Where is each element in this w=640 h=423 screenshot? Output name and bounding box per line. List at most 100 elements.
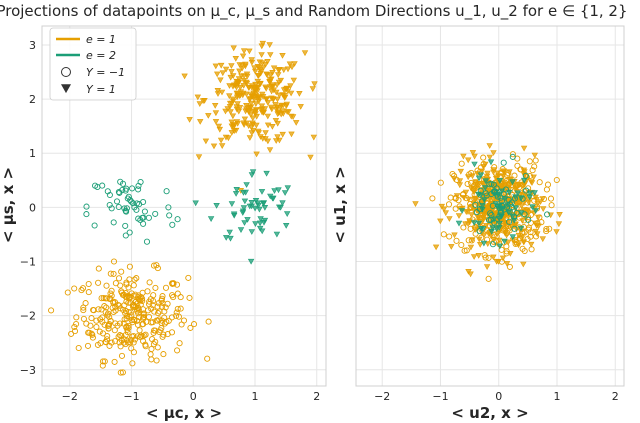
point-e1-circle [90,307,97,314]
point-e1-triangle [247,112,255,118]
point-e1-circle [87,322,94,329]
point-e1-triangle [534,214,542,221]
point-e1-triangle [253,122,260,129]
point-e1-circle [528,246,535,253]
point-e1-circle [107,270,114,277]
point-e1-triangle [242,61,249,68]
point-e1-triangle [432,244,440,251]
point-e1-triangle [481,212,488,219]
point-e1-circle [105,322,112,330]
point-e1-circle [155,310,162,317]
point-e2-triangle [481,185,489,192]
point-e1-circle [152,338,159,345]
point-e2-circle [123,208,130,215]
point-e1-triangle [539,236,547,243]
y-tick-label: −2 [20,310,36,323]
point-e1-triangle [279,131,286,138]
point-e1-circle [126,263,133,270]
y-tick-label: 0 [29,201,36,214]
point-e1-triangle [232,56,240,62]
point-e1-circle [144,288,151,295]
point-e1-circle [519,229,526,236]
point-e1-circle [480,154,487,161]
point-e2-triangle [495,216,503,222]
point-e1-circle [95,265,102,272]
point-e2-triangle [246,203,254,210]
point-e1-triangle [262,130,269,137]
point-e1-triangle [242,79,250,86]
point-e2-triangle [496,178,504,184]
point-e1-circle [121,302,128,309]
point-e1-circle [154,303,161,310]
point-e2-circle [127,197,134,204]
point-e1-triangle [520,167,528,174]
point-e1-triangle [217,62,225,69]
point-e1-triangle [181,73,188,80]
point-e1-circle [111,358,118,365]
point-e1-triangle [301,50,309,57]
point-e2-triangle [260,200,268,207]
point-e2-triangle [520,177,528,184]
point-e1-circle [133,306,141,313]
point-e2-triangle [509,213,516,220]
point-e1-triangle [309,86,317,93]
point-e1-circle [122,293,129,300]
point-e1-circle [548,202,555,209]
point-e1-triangle [247,100,255,107]
point-e2-triangle [263,170,270,177]
point-e1-circle [160,351,167,358]
point-e1-circle [150,292,157,299]
point-e1-circle [509,151,516,158]
point-e1-circle [162,304,169,311]
point-e2-circle [506,218,513,225]
x-tick-label: 1 [252,390,259,403]
point-e2-triangle [509,179,516,186]
point-e1-triangle [520,145,528,152]
point-e1-circle [126,276,133,283]
point-e1-triangle [210,143,218,150]
point-e1-circle [118,268,125,275]
point-e1-circle [85,280,92,288]
point-e1-triangle [229,113,237,120]
point-e1-circle [93,317,100,324]
point-e1-circle [73,320,80,328]
point-e2-triangle [501,196,509,202]
point-e1-circle [150,329,157,336]
point-e1-triangle [262,84,269,91]
point-e2-triangle [458,208,466,214]
point-e2-triangle [509,234,517,241]
point-e1-triangle [246,96,254,102]
point-e1-triangle [451,232,458,239]
point-e2-triangle [222,235,230,241]
point-e1-triangle [482,161,489,168]
point-e1-circle [151,308,158,315]
point-e2-circle [174,216,181,223]
point-e1-triangle [222,66,230,73]
right-y-axis-label: < u1, x > [331,166,349,243]
point-e1-circle [104,312,111,319]
point-e2-triangle [505,210,512,216]
point-e2-triangle [213,203,220,209]
point-e1-triangle [274,72,282,79]
point-e1-circle [168,314,175,321]
point-e1-circle [73,314,80,321]
y-tick-label: 1 [29,147,36,160]
point-e2-circle [119,180,127,187]
point-e1-triangle [269,124,276,130]
point-e2-triangle [526,190,534,197]
point-e1-triangle [234,101,241,107]
point-e1-circle [99,330,107,337]
point-e2-triangle [244,217,251,223]
point-e1-circle [526,158,533,165]
point-e1-triangle [520,239,528,246]
point-e1-triangle [273,82,281,88]
point-e1-circle [80,315,87,322]
point-e1-triangle [259,91,266,98]
point-e1-triangle [519,218,526,224]
point-e1-circle [447,194,454,201]
point-e1-circle [154,265,161,272]
point-e2-triangle [248,200,255,206]
point-e2-circle [113,198,121,205]
point-e2-circle [472,201,479,208]
point-e2-triangle [248,229,256,235]
